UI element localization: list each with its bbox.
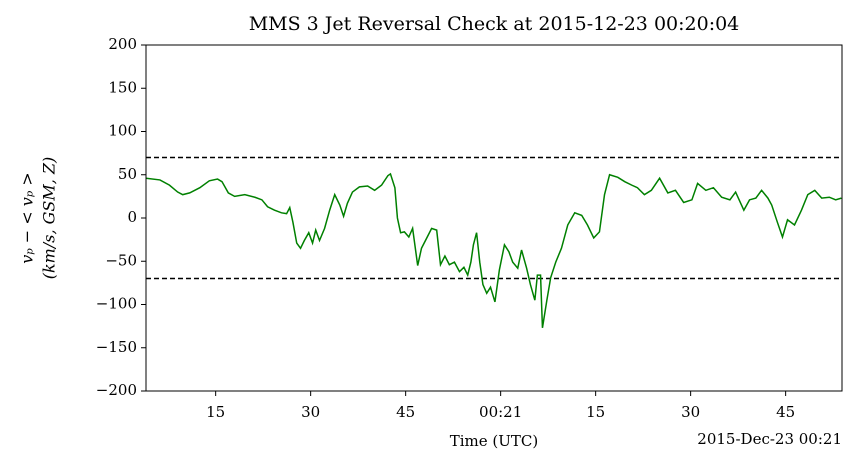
plot-frame [145,44,843,392]
y-tick-label: 50 [118,165,137,183]
y-tick-label: 100 [108,122,137,140]
y-tick-label: 200 [108,35,137,53]
x-tick-label: 30 [681,403,700,421]
chart-title: MMS 3 Jet Reversal Check at 2015-12-23 0… [249,13,740,35]
x-tick-label: 45 [396,403,415,421]
x-tick-label: 00:21 [479,403,522,421]
data-line [146,172,842,328]
x-tick-label: 15 [586,403,605,421]
x-offset-label: 2015-Dec-23 00:21 [697,430,842,448]
y-tick-label: −50 [105,251,137,269]
x-axis-label: Time (UTC) [450,432,539,450]
x-tick-label: 45 [776,403,795,421]
y-axis-label: (km/s, GSM, Z) [40,157,59,280]
y-tick-label: −100 [96,295,137,313]
x-tick-label: 30 [301,403,320,421]
y-tick-label: 0 [127,208,137,226]
y-tick-label: 150 [108,78,137,96]
x-tick-label: 15 [206,403,225,421]
y-axis-label: vₚ − < vₚ > [18,172,37,263]
y-tick-label: −200 [96,381,137,399]
y-tick-label: −150 [96,338,137,356]
